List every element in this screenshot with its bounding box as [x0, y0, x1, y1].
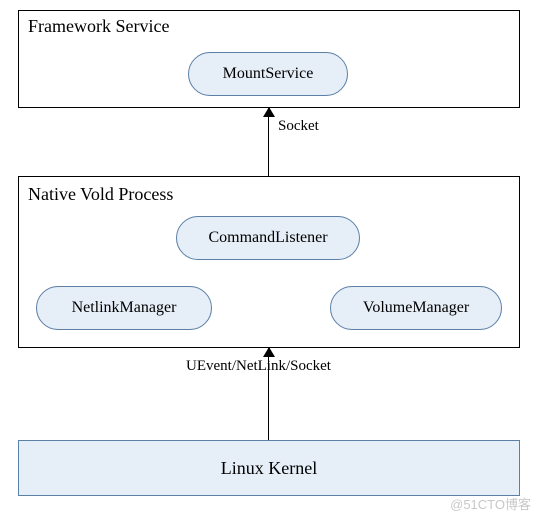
edge-socket-label: Socket: [278, 118, 319, 135]
watermark: @51CTO博客: [450, 494, 531, 513]
node-volume-manager: VolumeManager: [330, 286, 502, 330]
node-linux-kernel: Linux Kernel: [18, 440, 520, 496]
node-mount-service-label: MountService: [223, 65, 314, 83]
framework-layer-title: Framework Service: [28, 16, 169, 37]
native-layer-title: Native Vold Process: [28, 184, 173, 205]
node-volume-manager-label: VolumeManager: [363, 299, 469, 317]
node-command-listener-label: CommandListener: [208, 229, 327, 247]
node-command-listener: CommandListener: [176, 216, 360, 260]
node-linux-kernel-label: Linux Kernel: [221, 458, 317, 479]
node-netlink-manager-label: NetlinkManager: [72, 299, 177, 317]
edge-socket-arrow: [268, 108, 269, 176]
edge-uevent-label: UEvent/NetLink/Socket: [186, 358, 331, 375]
node-netlink-manager: NetlinkManager: [36, 286, 212, 330]
node-mount-service: MountService: [188, 52, 348, 96]
